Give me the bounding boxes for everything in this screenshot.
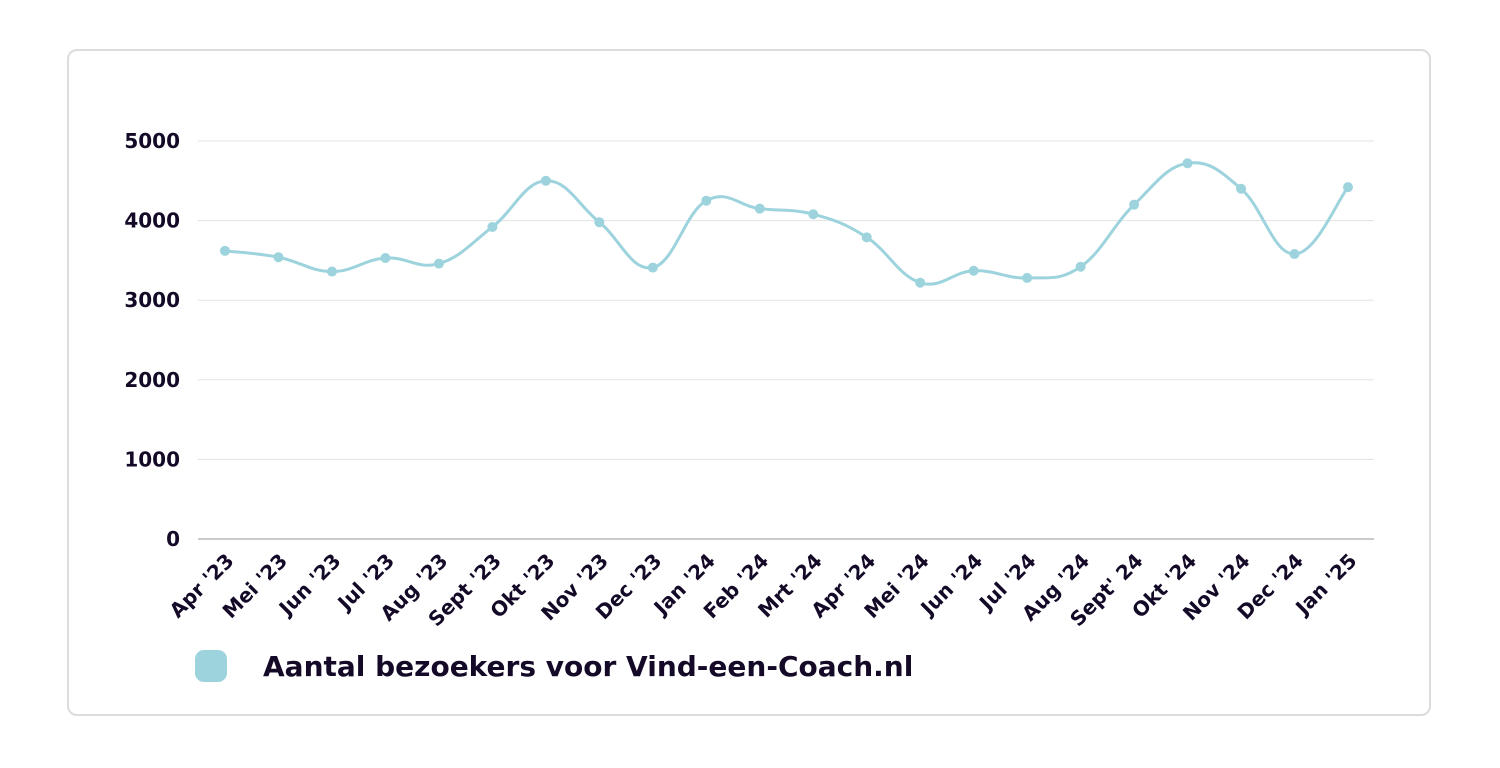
data-point — [1182, 158, 1193, 169]
data-point — [380, 253, 391, 264]
data-point — [433, 258, 444, 269]
data-point — [1289, 249, 1300, 260]
data-point — [861, 232, 872, 243]
data-point — [1022, 272, 1033, 283]
data-point — [915, 277, 926, 288]
series-group — [220, 158, 1353, 288]
data-point — [273, 252, 284, 263]
data-point — [1236, 183, 1247, 194]
data-point — [1075, 261, 1086, 272]
data-point — [540, 175, 551, 186]
y-tick-label: 5000 — [124, 129, 180, 153]
y-tick-label: 3000 — [124, 288, 180, 312]
data-point — [594, 217, 605, 228]
legend-label: Aantal bezoekers voor Vind-een-Coach.nl — [263, 649, 914, 683]
data-point — [1343, 182, 1353, 193]
y-tick-label: 1000 — [124, 447, 180, 471]
data-point — [1129, 199, 1140, 210]
y-axis-ticks: 0 1000 2000 3000 4000 5000 — [124, 129, 180, 551]
y-tick-label: 0 — [166, 527, 180, 551]
data-point — [487, 221, 498, 232]
data-point — [326, 266, 337, 277]
data-point — [220, 245, 230, 256]
chart-card — [67, 49, 1431, 716]
grid-lines — [198, 140, 1374, 540]
series-line — [224, 161, 1350, 286]
data-point — [754, 203, 765, 214]
y-tick-label: 2000 — [124, 368, 180, 392]
legend-swatch — [195, 650, 227, 682]
data-point — [647, 262, 658, 273]
legend: Aantal bezoekers voor Vind-een-Coach.nl — [195, 646, 913, 686]
data-point — [808, 209, 819, 220]
data-point — [968, 265, 979, 276]
y-tick-label: 4000 — [124, 209, 180, 233]
data-point — [701, 195, 712, 206]
